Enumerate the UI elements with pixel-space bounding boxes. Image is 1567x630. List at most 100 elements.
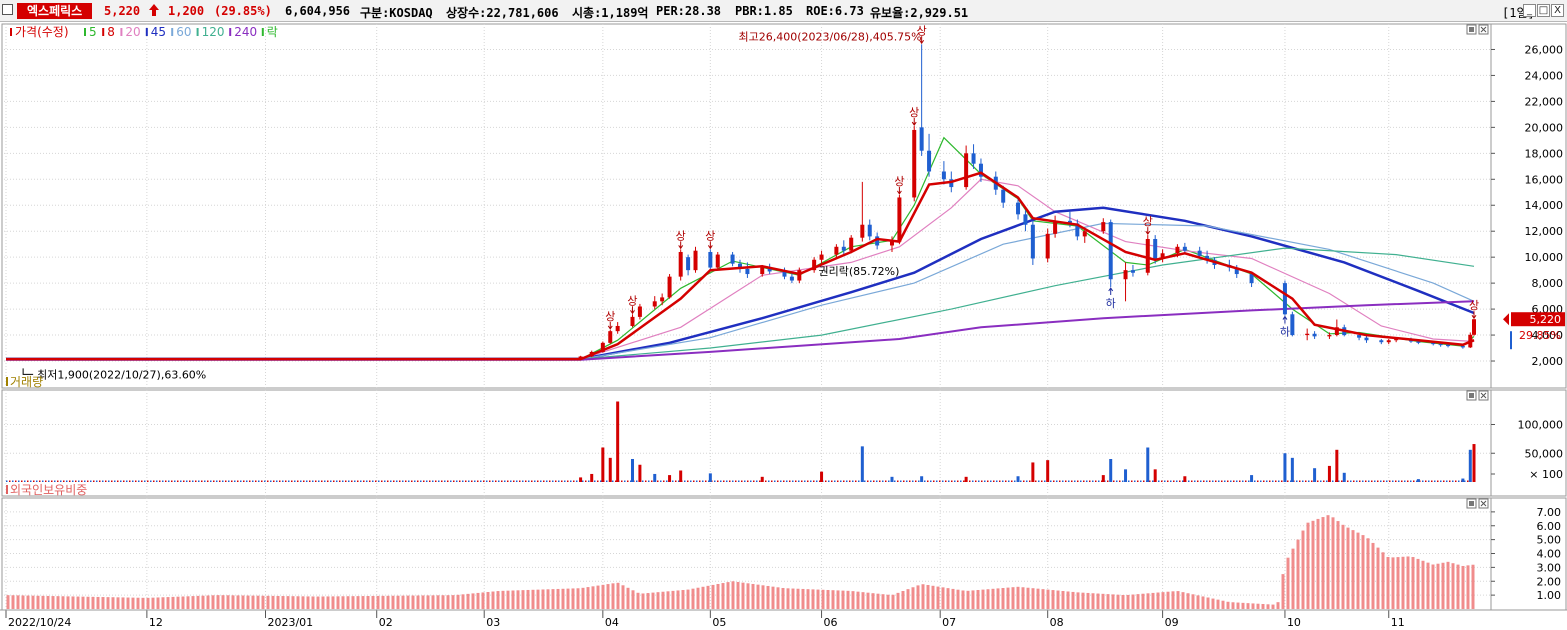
foreign-bar — [316, 596, 320, 609]
foreign-bar — [776, 587, 780, 609]
foreign-bar — [241, 595, 245, 609]
candle — [1327, 332, 1332, 339]
volume-bar-small — [828, 480, 830, 482]
candle — [860, 181, 865, 242]
legend-swatch — [171, 28, 174, 36]
volume-bar-small — [1200, 480, 1202, 482]
volume-bar-small — [27, 480, 29, 482]
volume-bar-small — [1368, 480, 1370, 482]
volume-bar-small — [879, 480, 881, 482]
foreign-bar — [1401, 556, 1405, 609]
volume-bar-small — [333, 480, 335, 482]
volume-bar-small — [1380, 480, 1382, 482]
volume-bar-small — [744, 480, 746, 482]
foreign-bar — [396, 595, 400, 609]
volume-bar-small — [132, 480, 134, 482]
legend-swatch — [120, 28, 123, 36]
candle-body — [637, 306, 642, 317]
candle-body — [600, 342, 605, 352]
volume-bar-small — [1140, 480, 1142, 482]
volume-bar-small — [816, 480, 818, 482]
volume-bar-small — [378, 480, 380, 482]
volume-bar-small — [1176, 480, 1178, 482]
volume-bar-small — [1134, 480, 1136, 482]
stock-name[interactable]: 엑스페릭스 — [17, 3, 93, 19]
foreign-bar — [666, 591, 670, 609]
reserve-ratio: 유보율:2,929.51 — [870, 6, 969, 20]
volume-bar-small — [1173, 480, 1175, 482]
volume-bar-small — [45, 480, 47, 482]
current-price-pointer — [1503, 313, 1509, 326]
candle — [1472, 319, 1476, 336]
candle-body — [1379, 340, 1384, 343]
foreign-bar — [621, 585, 625, 609]
minimize-button[interactable]: _ — [1523, 4, 1536, 17]
volume-bar-small — [489, 480, 491, 482]
foreign-bar — [631, 590, 635, 609]
candle — [1101, 218, 1106, 234]
volume-bar-small — [642, 480, 644, 482]
volume-bar-small — [1452, 480, 1454, 482]
volume-bar-small — [483, 480, 485, 482]
foreign-bar — [291, 596, 295, 609]
volume-bar-small — [1161, 480, 1163, 482]
foreign-bar — [1421, 560, 1425, 609]
foreign-bar — [266, 595, 270, 609]
candle — [1282, 280, 1287, 316]
foreign-bar — [401, 595, 405, 609]
volume-bar-small — [1218, 480, 1220, 482]
volume-bar-small — [1188, 480, 1190, 482]
foreign-title-swatch — [6, 485, 8, 494]
volume-bar-small — [906, 480, 908, 482]
foreign-bar — [1291, 548, 1295, 609]
volume-bar-small — [1101, 480, 1103, 482]
foreign-tick-label: 4.00 — [1537, 548, 1562, 561]
candle-body — [964, 153, 969, 188]
foreign-bar — [81, 596, 85, 609]
select-checkbox[interactable] — [2, 4, 13, 15]
candle — [964, 145, 969, 190]
x-tick-label: 09 — [1165, 616, 1179, 629]
foreign-bar — [1396, 557, 1400, 609]
volume-bar-small — [615, 480, 617, 482]
volume-bar-small — [372, 480, 374, 482]
volume-bar-small — [411, 480, 413, 482]
volume-bar — [708, 473, 712, 482]
volume-bar-small — [1260, 480, 1262, 482]
volume-bar-small — [87, 480, 89, 482]
foreign-tick-label: 6.00 — [1537, 520, 1562, 533]
volume-bar-small — [894, 480, 896, 482]
volume-bar-small — [189, 480, 191, 482]
volume-bar-small — [936, 480, 938, 482]
foreign-bar — [901, 591, 905, 609]
price-change-pct: (29.85%) — [214, 4, 272, 18]
volume-bar-small — [282, 480, 284, 482]
foreign-bar — [306, 596, 310, 609]
foreign-bar — [756, 584, 760, 609]
volume-bar — [1468, 449, 1472, 482]
volume-bar-small — [450, 480, 452, 482]
candle-body — [912, 129, 917, 198]
close-button[interactable]: X — [1551, 4, 1564, 17]
foreign-bar — [1131, 594, 1135, 609]
volume-bar-small — [756, 480, 758, 482]
foreign-bar — [1046, 589, 1050, 609]
volume-bar-small — [216, 480, 218, 482]
volume-bar-small — [501, 480, 503, 482]
foreign-bar — [616, 582, 620, 609]
volume-bar-small — [69, 480, 71, 482]
candle — [1001, 185, 1006, 208]
foreign-bar — [1031, 588, 1035, 609]
foreign-bar — [296, 596, 300, 609]
volume-bar — [820, 471, 824, 482]
foreign-bar — [1311, 520, 1315, 609]
foreign-bar — [701, 586, 705, 609]
volume-bar-small — [819, 480, 821, 482]
volume-bar-small — [804, 480, 806, 482]
foreign-bar — [271, 595, 275, 609]
volume-bar-small — [294, 480, 296, 482]
volume-bar-small — [1203, 480, 1205, 482]
limit-up-arrow — [607, 321, 613, 330]
maximize-button[interactable]: □ — [1537, 4, 1550, 17]
foreign-bar — [711, 584, 715, 609]
